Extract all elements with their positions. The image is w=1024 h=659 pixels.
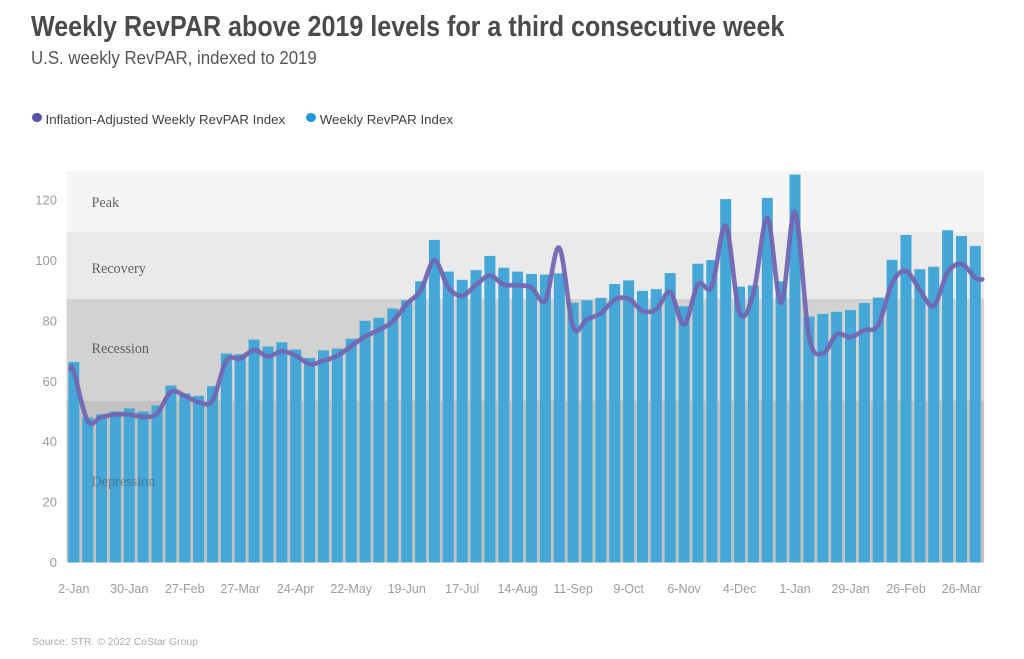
svg-text:Recovery: Recovery — [92, 261, 147, 277]
svg-text:20: 20 — [43, 495, 57, 510]
svg-text:6-Nov: 6-Nov — [667, 582, 701, 596]
svg-text:17-Jul: 17-Jul — [445, 582, 479, 596]
svg-text:9-Oct: 9-Oct — [613, 582, 644, 596]
svg-text:Depression: Depression — [92, 474, 156, 490]
svg-text:22-May: 22-May — [330, 582, 372, 596]
svg-text:11-Sep: 11-Sep — [553, 582, 592, 596]
svg-text:Recession: Recession — [92, 341, 150, 357]
svg-text:26-Mar: 26-Mar — [942, 582, 982, 596]
svg-text:27-Mar: 27-Mar — [220, 582, 260, 596]
svg-text:19-Jun: 19-Jun — [388, 582, 426, 596]
svg-text:27-Feb: 27-Feb — [165, 582, 205, 596]
svg-text:30-Jan: 30-Jan — [110, 582, 148, 596]
svg-text:120: 120 — [35, 193, 57, 208]
svg-text:100: 100 — [35, 253, 57, 268]
svg-text:40: 40 — [43, 434, 57, 449]
svg-text:Peak: Peak — [92, 195, 120, 211]
svg-text:14-Aug: 14-Aug — [497, 582, 537, 596]
svg-text:1-Jan: 1-Jan — [779, 582, 810, 596]
svg-text:0: 0 — [50, 555, 57, 570]
svg-text:60: 60 — [43, 374, 57, 389]
svg-text:2-Jan: 2-Jan — [58, 582, 89, 596]
svg-text:26-Feb: 26-Feb — [886, 582, 926, 596]
svg-text:29-Jan: 29-Jan — [831, 582, 869, 596]
svg-text:4-Dec: 4-Dec — [723, 582, 756, 596]
svg-text:24-Apr: 24-Apr — [277, 582, 315, 596]
svg-text:80: 80 — [43, 313, 57, 328]
